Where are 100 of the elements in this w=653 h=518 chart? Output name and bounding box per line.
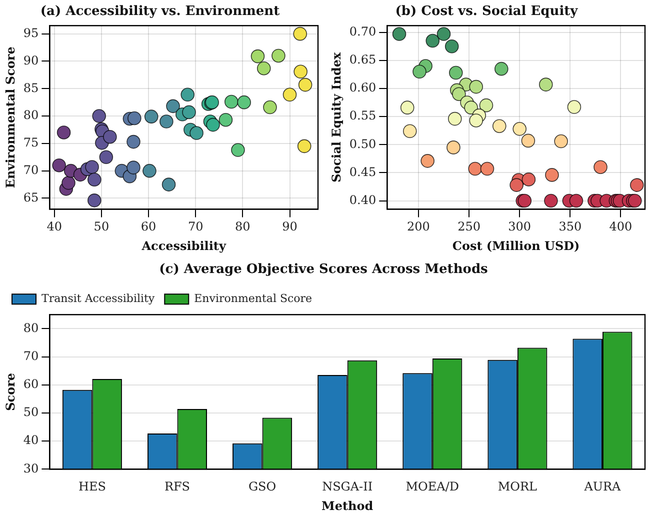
point	[52, 158, 66, 172]
point	[426, 34, 440, 48]
point	[510, 178, 524, 192]
point	[567, 100, 582, 114]
point	[521, 134, 536, 148]
point	[544, 194, 558, 208]
chart-title: (c) Average Objective Scores Across Methods	[159, 262, 488, 278]
point	[190, 126, 204, 140]
y-tick-label: 80	[23, 108, 39, 122]
x-tick-label: HES	[78, 480, 106, 494]
y-tick-label: 90	[23, 53, 39, 68]
point	[92, 109, 106, 123]
x-tick-label: 60	[140, 220, 156, 234]
point	[263, 100, 277, 114]
x-axis-title: Cost (Million USD)	[452, 238, 580, 253]
y-tick-label: 95	[23, 26, 39, 40]
x-tick-label: RFS	[164, 480, 190, 494]
y-tick-label: 80	[23, 320, 39, 335]
point	[446, 140, 460, 154]
y-axis-title: Environmental Score	[3, 46, 18, 188]
point	[468, 162, 482, 176]
point	[554, 134, 568, 148]
x-tick-label: 70	[188, 220, 204, 234]
chart-title: (b) Cost vs. Social Equity	[395, 4, 578, 20]
point	[166, 99, 180, 114]
x-tick-label: AURA	[583, 480, 622, 494]
x-tick-label: GSO	[248, 480, 276, 494]
legend-label: Environmental Score	[194, 292, 312, 305]
point	[448, 66, 463, 80]
point	[231, 143, 245, 157]
point	[298, 78, 312, 92]
point	[297, 139, 312, 154]
x-tick-label: NSGA-II	[322, 480, 373, 494]
y-tick-label: 60	[23, 377, 39, 391]
point	[469, 114, 484, 128]
y-tick-label: 0.55	[349, 108, 376, 123]
point	[162, 178, 176, 192]
y-tick-label: 0.50	[349, 136, 376, 151]
x-tick-label: 40	[46, 220, 62, 234]
y-tick-label: 50	[23, 405, 39, 420]
x-tick-label: 200	[407, 220, 430, 234]
point	[469, 80, 484, 94]
x-tick-label: MORL	[498, 480, 538, 494]
x-tick-label: 300	[508, 220, 532, 234]
x-tick-label: 350	[558, 220, 582, 234]
point	[436, 27, 451, 41]
point	[142, 164, 156, 178]
point	[294, 64, 308, 79]
point	[545, 168, 559, 182]
point	[160, 114, 174, 128]
point	[250, 49, 265, 64]
point	[62, 176, 76, 190]
y-tick-label: 75	[23, 136, 39, 150]
point	[494, 62, 508, 76]
point	[272, 48, 286, 63]
point	[412, 64, 426, 79]
y-tick-label: 40	[23, 433, 39, 448]
x-axis-title: Method	[322, 498, 374, 513]
point	[126, 134, 140, 149]
y-tick-label: 0.45	[349, 164, 376, 179]
point	[103, 130, 117, 144]
point	[569, 194, 584, 208]
legend-label: Transit Accessibility	[42, 292, 156, 305]
point	[594, 160, 608, 174]
y-tick-label: 0.60	[349, 80, 376, 95]
point	[480, 162, 494, 176]
point	[128, 111, 142, 126]
point	[237, 95, 251, 110]
point	[512, 122, 526, 136]
y-tick-label: 70	[23, 162, 39, 177]
point	[400, 100, 414, 114]
x-tick-label: 90	[282, 220, 298, 234]
y-tick-label: 0.65	[349, 52, 376, 67]
point	[479, 98, 494, 112]
y-tick-label: 0.40	[349, 192, 376, 207]
point	[448, 112, 462, 126]
point	[87, 194, 102, 208]
y-axis-title: Score	[3, 372, 18, 411]
point	[522, 172, 536, 186]
point	[182, 105, 196, 120]
point	[464, 100, 478, 114]
point	[293, 26, 308, 41]
chart-title: (a) Accessibility vs. Environment	[40, 4, 280, 20]
point	[126, 160, 140, 174]
point	[392, 27, 406, 41]
x-tick-label: 50	[94, 220, 110, 234]
point	[218, 112, 233, 127]
x-tick-label: 400	[609, 220, 632, 234]
y-tick-label: 70	[23, 348, 39, 363]
point	[99, 150, 114, 164]
point	[444, 39, 459, 54]
point	[492, 119, 506, 134]
point	[224, 94, 238, 109]
x-tick-label: 80	[235, 220, 250, 234]
x-tick-label: 250	[458, 220, 480, 234]
y-axis-title: Social Equity Index	[329, 52, 344, 182]
y-tick-label: 65	[23, 190, 39, 204]
point	[87, 172, 102, 187]
point	[180, 88, 194, 102]
point	[85, 160, 99, 174]
